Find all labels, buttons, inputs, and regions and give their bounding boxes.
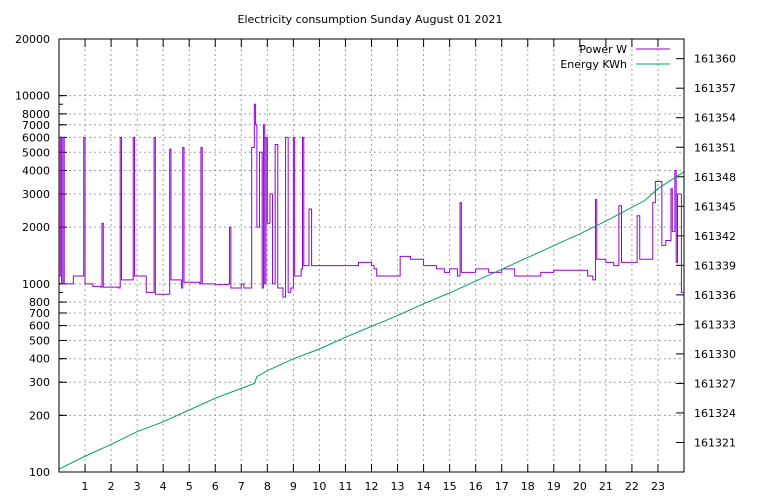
y-right-ticks: 161321 161324 161327 161330 161333 161336 1613… — [676, 53, 736, 449]
plot-border — [58, 38, 685, 473]
x-tick-label: 18 — [521, 480, 535, 493]
x-ticks: 1 2 3 4 5 6 7 8 9 10 11 12 13 14 15 16 17 18 19 20 21 22 23 — [82, 39, 665, 493]
x-tick-label: 17 — [495, 480, 509, 493]
series-power-line — [59, 103, 685, 313]
legend: Power W Energy KWh — [560, 43, 670, 71]
x-tick-label: 9 — [290, 480, 297, 493]
x-tick-label: 6 — [212, 480, 219, 493]
y-right-tick-label: 161354 — [694, 112, 736, 125]
y-right-tick-label: 161357 — [694, 82, 736, 95]
y-right-tick-label: 161336 — [694, 289, 736, 302]
y-left-tick-label: 2000 — [22, 221, 50, 234]
y-left-tick-label: 3000 — [22, 188, 50, 201]
y-left-tick-label: 500 — [29, 334, 50, 347]
y-right-tick-label: 161342 — [694, 230, 736, 243]
y-left-tick-label: 200 — [29, 409, 50, 422]
x-tick-label: 13 — [391, 480, 405, 493]
y-right-tick-label: 161321 — [694, 436, 736, 449]
y-left-tick-label: 1000 — [22, 278, 50, 291]
x-tick-label: 2 — [108, 480, 115, 493]
y-left-tick-label: 100 — [29, 466, 50, 479]
y-left-tick-label: 4000 — [22, 165, 50, 178]
x-tick-label: 12 — [365, 480, 379, 493]
y-left-tick-label: 700 — [29, 307, 50, 320]
y-right-tick-label: 161339 — [694, 259, 736, 272]
y-right-tick-label: 161351 — [694, 141, 736, 154]
y-right-tick-label: 161360 — [694, 53, 736, 66]
x-tick-label: 22 — [625, 480, 639, 493]
x-tick-label: 1 — [82, 480, 89, 493]
x-tick-label: 20 — [573, 480, 587, 493]
y-left-tick-label: 600 — [29, 320, 50, 333]
y-left-tick-label: 5000 — [22, 146, 50, 159]
y-left-tick-label: 300 — [29, 376, 50, 389]
grid — [59, 39, 684, 472]
x-tick-label: 11 — [338, 480, 352, 493]
x-tick-label: 19 — [547, 480, 561, 493]
y-right-tick-label: 161345 — [694, 200, 736, 213]
chart-title: Electricity consumption Sunday August 01… — [238, 13, 503, 26]
legend-energy-label: Energy KWh — [560, 58, 627, 71]
y-right-tick-label: 161330 — [694, 348, 736, 361]
y-left-tick-label: 10000 — [15, 90, 50, 103]
x-tick-label: 4 — [160, 480, 167, 493]
y-left-tick-label: 20000 — [15, 33, 50, 46]
y-left-tick-label: 7000 — [22, 119, 50, 132]
y-right-tick-label: 161348 — [694, 171, 736, 184]
y-right-tick-label: 161333 — [694, 318, 736, 331]
x-tick-label: 3 — [134, 480, 141, 493]
y-left-tick-label: 400 — [29, 353, 50, 366]
x-tick-label: 5 — [186, 480, 193, 493]
legend-power-label: Power W — [579, 43, 627, 56]
y-left-tick-label: 6000 — [22, 131, 50, 144]
x-tick-label: 15 — [443, 480, 457, 493]
x-tick-label: 23 — [651, 480, 665, 493]
y-left-tick-label: 8000 — [22, 108, 50, 121]
x-tick-label: 14 — [417, 480, 431, 493]
x-tick-label: 10 — [312, 480, 326, 493]
x-tick-label: 21 — [599, 480, 613, 493]
plot-series — [58, 103, 685, 470]
x-tick-label: 16 — [469, 480, 483, 493]
x-tick-label: 7 — [238, 480, 245, 493]
y-right-tick-label: 161327 — [694, 377, 736, 390]
x-tick-label: 8 — [264, 480, 271, 493]
series-energy-line — [58, 171, 685, 470]
y-left-tick-label: 800 — [29, 296, 50, 309]
y-right-tick-label: 161324 — [694, 407, 736, 420]
